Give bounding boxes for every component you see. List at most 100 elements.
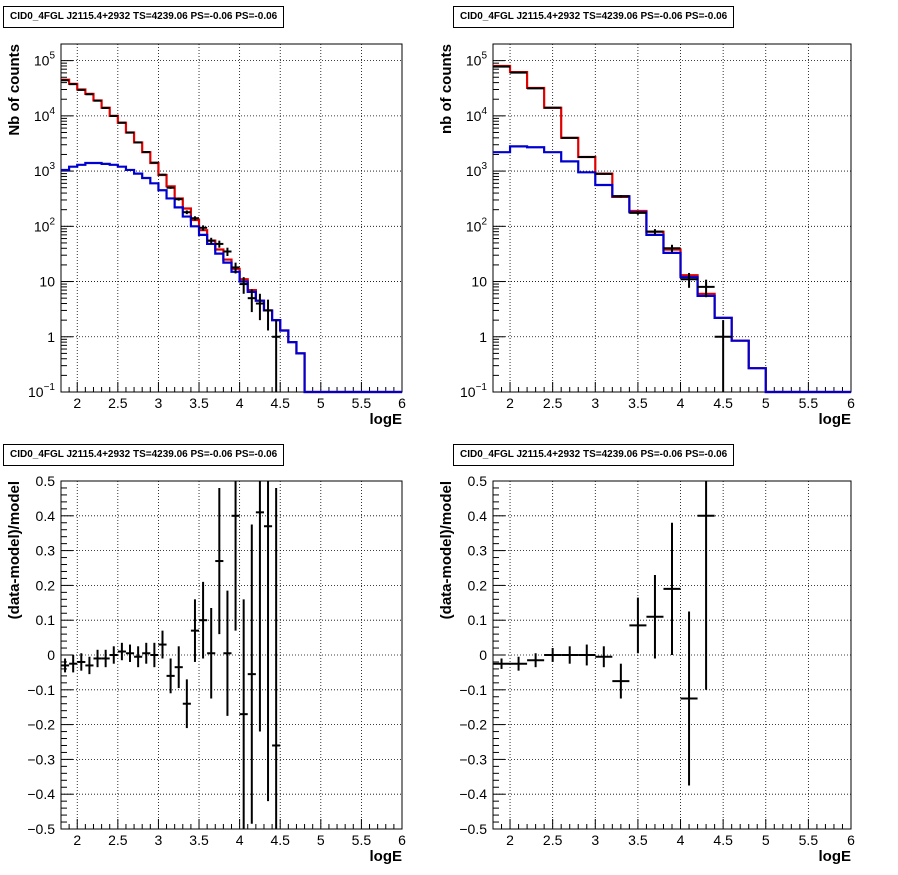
residual-point <box>663 522 681 655</box>
y-tick-label: 0.3 <box>468 543 488 559</box>
y-tick-label: −0.1 <box>459 682 487 698</box>
data-point <box>247 289 256 313</box>
data-point <box>207 237 216 244</box>
data-point <box>174 197 183 201</box>
data-point <box>272 320 281 392</box>
x-tick-label: 5.5 <box>799 395 819 411</box>
residual-point <box>231 481 240 631</box>
plot-frame <box>492 43 852 393</box>
data-point <box>578 155 596 158</box>
y-tick-label: 0.4 <box>36 508 56 524</box>
y-tick-label: −0.2 <box>459 717 487 733</box>
data-point <box>646 229 664 235</box>
y-tick-label: 102 <box>466 216 488 234</box>
y-tick-label: 10 <box>471 274 487 290</box>
data-point <box>239 277 248 294</box>
model-histogram-red <box>61 78 402 394</box>
x-tick-label: 6 <box>398 832 406 848</box>
y-tick-label: 1 <box>479 329 487 345</box>
x-tick-label: 2.5 <box>108 395 128 411</box>
residual-point <box>215 487 224 635</box>
y-tick-label: −0.1 <box>27 682 55 698</box>
y-tick-label: 105 <box>34 51 56 69</box>
residual-point <box>247 524 256 824</box>
residual-point <box>93 649 102 668</box>
y-tick-label: −0.2 <box>27 717 55 733</box>
x-axis-title: logE <box>370 848 403 865</box>
data-point <box>190 216 200 221</box>
y-tick-label: 10−1 <box>28 382 55 400</box>
x-axis-title: logE <box>819 411 852 428</box>
model-histogram-red <box>493 64 851 394</box>
residual-point <box>510 656 528 671</box>
data-point <box>223 247 232 257</box>
y-tick-label: 0 <box>479 647 487 663</box>
y-tick-label: −0.4 <box>459 786 487 802</box>
y-tick-label: 102 <box>34 216 56 234</box>
counts-plot-right: 2 2.5 3 3.5 4 4.5 5 5.5 6 10−1 1 10 102 103 104 105 logE… <box>438 43 855 428</box>
y-axis-title: (data-model)/model <box>6 481 23 619</box>
x-tick-label: 3 <box>155 832 163 848</box>
data-point <box>561 136 579 139</box>
data-point <box>697 279 715 298</box>
residual-point <box>69 655 78 673</box>
x-tick-label: 4 <box>677 832 685 848</box>
x-tick-label: 4.5 <box>713 395 733 411</box>
x-axis-title: logE <box>819 848 852 865</box>
x-tick-label: 2 <box>73 832 81 848</box>
y-tick-label: 10−1 <box>460 382 487 400</box>
y-tick-label: 105 <box>466 51 488 69</box>
y-tick-label: 104 <box>34 106 56 124</box>
residual-point <box>255 481 264 732</box>
residual-point <box>493 658 511 669</box>
x-tick-label: 5 <box>762 832 770 848</box>
x-tick-label: 3 <box>591 395 599 411</box>
y-tick-label: 103 <box>34 161 56 179</box>
counts-plot-left: 2 2.5 3 3.5 4 4.5 5 5.5 6 10−1 1 10 102 103 104 105 logE… <box>6 43 406 428</box>
counts-panel-right: CID0_4FGL J2115.4+2932 TS=4239.06 PS=-0.… <box>438 0 898 437</box>
residual-point <box>150 642 159 668</box>
residual-point <box>263 481 273 802</box>
residual-point <box>223 590 232 716</box>
y-tick-label: −0.4 <box>27 786 55 802</box>
residual-point <box>166 658 175 694</box>
x-tick-label: 4.5 <box>713 832 733 848</box>
y-tick-label: −0.3 <box>27 751 55 767</box>
x-tick-label: 2 <box>73 395 81 411</box>
x-axis-title: logE <box>370 411 403 428</box>
y-axis-title: Nb of counts <box>6 44 23 136</box>
residual-plot-right: 2 2.5 3 3.5 4 4.5 5 5.5 6 −0.5 −0.4 −0.3 −0.2 −0.1 0 0.… <box>438 473 855 865</box>
residual-point <box>134 646 143 668</box>
y-axis-title: nb of counts <box>438 44 455 134</box>
residual-point <box>272 487 281 829</box>
chart-title: CID0_4FGL J2115.4+2932 TS=4239.06 PS=-0.… <box>3 444 285 466</box>
x-tick-label: 5 <box>317 395 325 411</box>
y-tick-label: 0.5 <box>468 473 488 489</box>
residual-point <box>158 630 167 659</box>
model-histogram-blue <box>493 145 851 394</box>
x-tick-label: 3.5 <box>628 395 648 411</box>
x-tick-label: 2.5 <box>543 832 563 848</box>
y-tick-label: 0.3 <box>36 543 56 559</box>
plot-frame <box>60 43 403 393</box>
x-tick-label: 3.5 <box>189 395 209 411</box>
x-tick-label: 3 <box>155 395 163 411</box>
x-tick-label: 6 <box>398 395 406 411</box>
y-tick-label: 104 <box>466 106 488 124</box>
model-histogram-blue <box>61 161 402 394</box>
x-tick-label: 2 <box>506 832 514 848</box>
x-tick-label: 3.5 <box>189 832 209 848</box>
y-tick-label: 0.4 <box>468 508 488 524</box>
residual-point <box>561 646 579 664</box>
data-point <box>255 293 264 321</box>
residual-point <box>125 644 135 662</box>
residual-point <box>629 597 647 654</box>
data-point <box>150 161 159 164</box>
chart-title: CID0_4FGL J2115.4+2932 TS=4239.06 PS=-0.… <box>3 6 285 28</box>
residual-point <box>544 648 562 662</box>
residual-point <box>142 642 151 664</box>
residual-point <box>697 481 715 690</box>
x-tick-label: 5.5 <box>352 395 372 411</box>
data-point <box>263 299 273 331</box>
counts-panel-left: CID0_4FGL J2115.4+2932 TS=4239.06 PS=-0.… <box>0 0 449 437</box>
